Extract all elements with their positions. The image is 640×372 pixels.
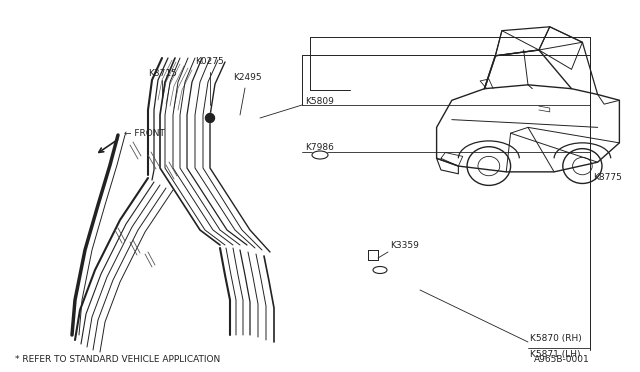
Text: K8775: K8775 (593, 173, 622, 183)
Text: K0275: K0275 (195, 58, 224, 67)
Circle shape (205, 113, 214, 122)
Text: * REFER TO STANDARD VEHICLE APPLICATION: * REFER TO STANDARD VEHICLE APPLICATION (15, 356, 220, 365)
Text: K3359: K3359 (390, 241, 419, 250)
Text: K5809: K5809 (305, 97, 334, 106)
Text: K5870 (RH): K5870 (RH) (530, 334, 582, 343)
Ellipse shape (312, 151, 328, 159)
Text: ← FRONT: ← FRONT (124, 128, 165, 138)
Circle shape (205, 113, 214, 122)
Text: K5871 (LH): K5871 (LH) (530, 350, 580, 359)
Text: K3715: K3715 (148, 68, 177, 77)
Ellipse shape (373, 266, 387, 273)
Text: A965B-0001: A965B-0001 (534, 356, 590, 365)
Text: K2495: K2495 (233, 74, 262, 83)
Text: K7986: K7986 (305, 144, 334, 153)
